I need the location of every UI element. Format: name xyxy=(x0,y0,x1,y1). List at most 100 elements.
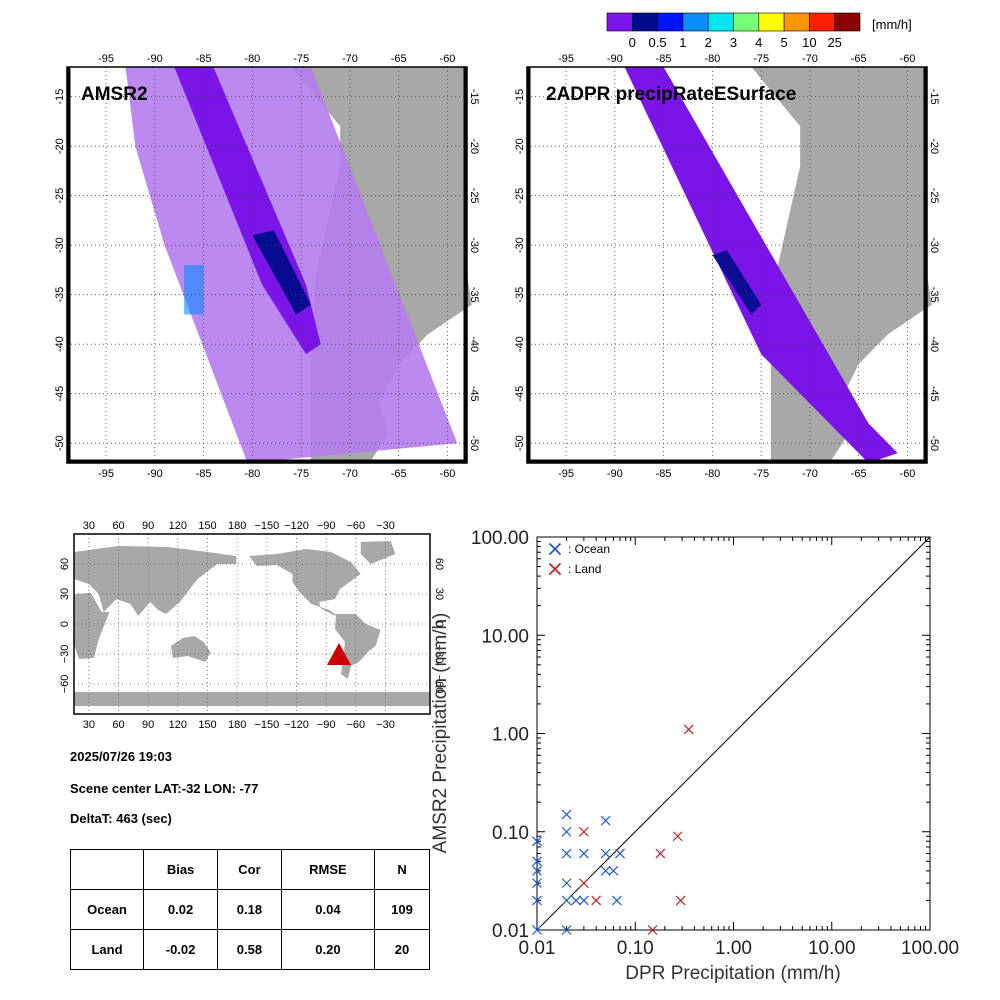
colorbar-box xyxy=(606,12,633,32)
ocean-point xyxy=(561,809,572,820)
lon-tick-label: -75 xyxy=(753,468,769,480)
map-title: 2ADPR precipRateESurface xyxy=(546,84,796,105)
world-map: 30 30 60 60 90 90 120 120 150 150 180 180 −150 −150 −1… xyxy=(59,520,445,731)
lon-tick-label: -70 xyxy=(802,468,818,480)
lon-tick-label: -80 xyxy=(704,53,720,65)
land-point xyxy=(672,831,683,842)
lon-tick-label: -85 xyxy=(656,468,672,480)
world-lon-tick-label: 60 xyxy=(112,719,124,731)
x-tick-label: 10.00 xyxy=(808,938,856,959)
lon-tick-label: -65 xyxy=(391,53,407,65)
scatter-plot: 0.01 0.10 1.00 10.00 100.00 0.01 0.10 1.00 10.00… xyxy=(430,528,959,984)
lon-tick-label: -80 xyxy=(704,468,720,480)
table-row: Land -0.02 0.58 0.20 20 xyxy=(70,929,430,970)
lat-tick-label: -30 xyxy=(54,237,66,253)
world-lon-tick-label: −60 xyxy=(346,520,365,532)
lon-tick-label: -90 xyxy=(607,468,623,480)
y-tick-label: 10.00 xyxy=(481,626,529,647)
map-amsr2: -95 -95 -90 -90 -85 -85 -80 -80 -75 -75 -70 -70 -65 -… xyxy=(54,53,480,480)
ocean-point xyxy=(600,848,611,859)
world-frame xyxy=(73,533,431,715)
lon-tick-label: -75 xyxy=(293,53,309,65)
dpr-swath xyxy=(624,67,898,463)
lon-tick-label: -65 xyxy=(391,468,407,480)
world-lon-tick-label: −150 xyxy=(254,520,279,532)
world-lat-tick-label: 30 xyxy=(59,588,71,600)
world-lon-tick-label: −30 xyxy=(376,520,395,532)
lat-tick-label: -40 xyxy=(468,336,480,352)
x-tick-label: 0.01 xyxy=(519,938,556,959)
lat-tick-label: -25 xyxy=(514,188,526,204)
ocean-point xyxy=(615,848,625,859)
lat-tick-label: -40 xyxy=(54,336,66,352)
datetime-text: 2025/07/26 19:03 xyxy=(70,749,172,764)
colorbar-tick-label: 1 xyxy=(679,35,686,50)
lon-tick-label: -65 xyxy=(851,53,867,65)
point-stroke xyxy=(683,724,694,735)
lon-tick-label: -85 xyxy=(656,53,672,65)
point-stroke xyxy=(600,848,611,859)
greenland xyxy=(360,541,396,564)
lat-tick-label: -15 xyxy=(928,89,940,105)
point-stroke xyxy=(532,925,542,935)
y-tick-label: 0.01 xyxy=(492,921,529,942)
scatter-legend: : Ocean: Land xyxy=(548,542,610,576)
colorbar-tick-label: 5 xyxy=(780,35,787,50)
lon-tick-label: -85 xyxy=(196,53,212,65)
point-stroke xyxy=(561,809,572,820)
lat-tick-label: -45 xyxy=(54,386,66,402)
point-stroke xyxy=(600,815,611,826)
lon-tick-label: -90 xyxy=(147,468,163,480)
table-header-row: Bias Cor RMSE N xyxy=(70,849,430,890)
colorbar-box xyxy=(809,12,835,32)
world-lon-tick-label: 180 xyxy=(228,520,246,532)
point-stroke xyxy=(532,865,542,876)
lon-tick-label: -90 xyxy=(147,53,163,65)
land-point xyxy=(578,878,589,889)
delta-t-text: DeltaT: 463 (sec) xyxy=(70,811,172,826)
table-cell: 20 xyxy=(374,929,430,970)
lat-tick-label: -50 xyxy=(54,435,66,451)
world-lon-tick-label: −60 xyxy=(346,719,365,731)
lat-tick-label: -25 xyxy=(54,188,66,204)
north-america xyxy=(249,549,361,616)
table-cell: 0.02 xyxy=(142,889,219,930)
point-stroke xyxy=(561,878,572,889)
world-lat-tick-label: 30 xyxy=(433,588,445,600)
table-header-cell: RMSE xyxy=(280,849,376,890)
ocean-point xyxy=(532,878,542,889)
table-header-cell: Bias xyxy=(142,849,219,890)
ocean-point xyxy=(578,848,589,859)
table-row: Ocean 0.02 0.18 0.04 109 xyxy=(70,889,430,930)
colorbar-box xyxy=(657,12,684,32)
lon-tick-label: -65 xyxy=(851,468,867,480)
table-cell: Ocean xyxy=(70,889,144,930)
lon-tick-label: -95 xyxy=(98,53,114,65)
one-to-one-line xyxy=(536,536,931,931)
world-lon-tick-label: 90 xyxy=(142,520,154,532)
scene-center-text: Scene center LAT:-32 LON: -77 xyxy=(70,781,259,796)
lon-tick-label: -95 xyxy=(558,468,574,480)
ocean-point xyxy=(561,848,572,859)
lat-tick-label: -30 xyxy=(928,237,940,253)
world-lon-tick-label: −30 xyxy=(376,719,395,731)
world-lon-tick-label: 120 xyxy=(169,719,187,731)
ocean-point xyxy=(561,895,572,906)
lat-tick-label: -15 xyxy=(514,89,526,105)
point-stroke xyxy=(608,865,619,876)
colorbar-tick-label: 25 xyxy=(827,35,841,50)
point-stroke xyxy=(578,895,589,906)
lon-tick-label: -90 xyxy=(607,53,623,65)
lon-tick-label: -75 xyxy=(293,468,309,480)
africa xyxy=(74,593,110,659)
land-point xyxy=(675,895,686,906)
lon-tick-label: -60 xyxy=(440,468,456,480)
world-lon-tick-label: 180 xyxy=(228,719,246,731)
lon-tick-label: -60 xyxy=(900,53,916,65)
x-tick-label: 0.10 xyxy=(617,938,654,959)
land-point xyxy=(683,724,694,735)
lon-tick-label: -95 xyxy=(558,53,574,65)
lat-tick-label: -30 xyxy=(468,237,480,253)
ocean-point xyxy=(600,865,611,876)
table-cell: 0.58 xyxy=(217,929,282,970)
